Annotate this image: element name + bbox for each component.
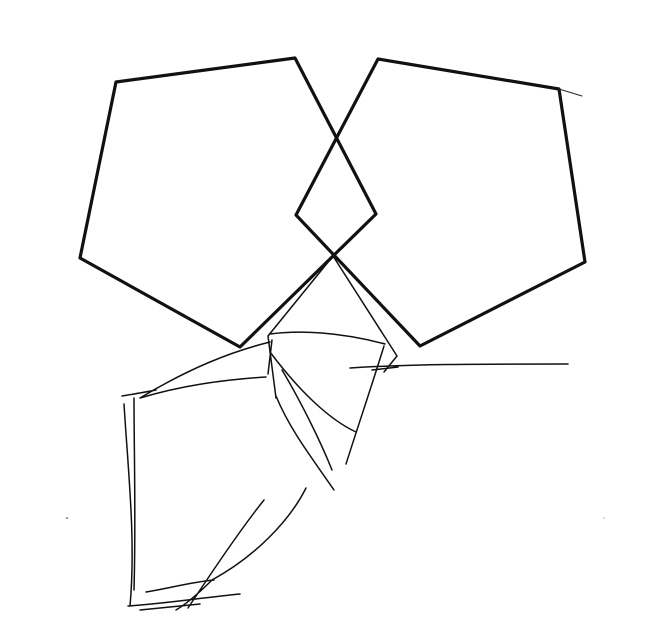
sketch-left-arm [121, 341, 271, 399]
sketch-diagonals [269, 345, 385, 491]
sketch-left-box [123, 397, 241, 611]
sketch-kite [267, 255, 398, 399]
pentagon-corner-stroke [558, 88, 583, 97]
left-pentagon [78, 56, 378, 349]
sketch-box-diagonals [175, 487, 307, 611]
right-pentagon [294, 57, 587, 348]
sketch-horizontal-line [349, 363, 569, 371]
speck-mark [66, 517, 68, 519]
speck-mark-faint [603, 517, 605, 519]
sketch-crossbar [267, 331, 386, 375]
